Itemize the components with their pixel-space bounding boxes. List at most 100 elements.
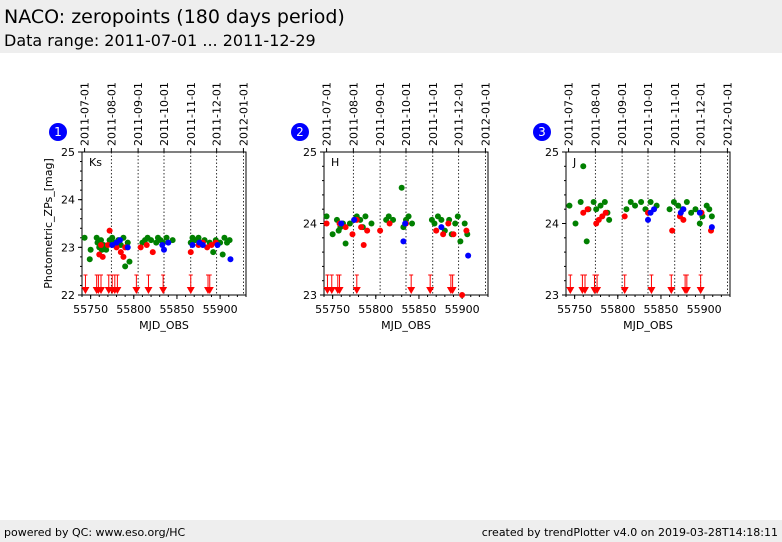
data-point-green: [385, 213, 392, 220]
data-point-green: [362, 213, 369, 220]
date-tick-label: 2011-09-01: [616, 82, 629, 146]
panel-number-badge: [291, 123, 309, 141]
x-axis-label: MJD_OBS: [139, 319, 189, 332]
data-point-green: [461, 220, 468, 227]
data-point-green: [398, 184, 405, 191]
limit-arrow-head: [335, 287, 344, 294]
data-point-blue: [159, 241, 166, 248]
y-tick-label: 22: [61, 289, 75, 302]
data-point-red: [386, 220, 393, 227]
limit-arrow-head: [448, 287, 457, 294]
data-point-green: [103, 246, 110, 253]
data-point-blue: [116, 237, 123, 244]
date-tick-label: 2011-09-01: [132, 82, 145, 146]
data-point-green: [675, 202, 682, 209]
limit-arrow-head: [144, 287, 153, 294]
limit-arrow-head: [407, 287, 416, 294]
limit-arrow-head: [682, 287, 691, 294]
y-tick-label: 25: [545, 146, 559, 159]
data-point-red: [149, 249, 156, 256]
data-point-red: [445, 220, 452, 227]
limit-arrow-head: [426, 287, 435, 294]
y-axis-label: Photometric_ZPs_[mag]: [42, 158, 55, 289]
limit-arrow-head: [81, 287, 90, 294]
data-point-green: [452, 220, 459, 227]
data-point-green: [692, 206, 699, 213]
panel-number-badge: [533, 123, 551, 141]
limit-arrow-head: [186, 287, 195, 294]
date-tick-label: 2012-01-01: [237, 82, 250, 146]
data-point-green: [708, 213, 715, 220]
data-point-green: [431, 220, 438, 227]
data-point-green: [706, 206, 713, 213]
data-point-red: [106, 227, 113, 234]
data-point-blue: [227, 256, 234, 263]
data-point-blue: [651, 206, 658, 213]
data-point-red: [377, 227, 384, 234]
data-point-green: [696, 220, 703, 227]
date-tick-label: 2012-01-01: [479, 82, 492, 146]
data-point-green: [210, 249, 217, 256]
x-tick-label: 55900: [687, 303, 722, 316]
limit-arrow-head: [696, 287, 705, 294]
x-tick-label: 55750: [315, 303, 350, 316]
y-tick-label: 23: [61, 241, 75, 254]
data-point-green: [195, 234, 202, 241]
data-point-red: [680, 216, 687, 223]
data-point-red: [433, 227, 440, 234]
data-point-blue: [165, 239, 172, 246]
limit-arrow-head: [667, 287, 676, 294]
data-point-green: [590, 199, 597, 206]
data-point-green: [221, 234, 228, 241]
data-point-red: [187, 249, 194, 256]
data-point-green: [329, 231, 336, 238]
date-tick-label: 2011-11-01: [185, 82, 198, 146]
data-point-green: [638, 199, 645, 206]
data-point-green: [148, 237, 155, 244]
limit-arrow-head: [159, 287, 168, 294]
data-point-red: [364, 227, 371, 234]
chart-panel-1: 22 23 24 25 55750 55800 55850 55900 2011-07-01 20…: [42, 82, 250, 332]
date-tick-label: 2011-08-01: [589, 82, 602, 146]
data-point-red: [323, 220, 330, 227]
data-point-blue: [680, 206, 687, 213]
data-point-green: [572, 220, 579, 227]
date-tick-label: 2011-07-01: [563, 82, 576, 146]
data-point-green: [124, 239, 131, 246]
data-point-green: [109, 234, 116, 241]
y-tick-label: 23: [303, 289, 317, 302]
data-point-red: [143, 241, 150, 248]
data-point-red: [349, 231, 356, 238]
x-tick-label: 55850: [159, 303, 194, 316]
data-point-red: [358, 224, 365, 231]
data-point-green: [86, 256, 93, 263]
data-range: Data range: 2011-07-01 ... 2011-12-29: [4, 31, 316, 50]
limit-arrow-head: [647, 287, 656, 294]
date-tick-label: 2011-07-01: [79, 82, 92, 146]
data-point-blue: [438, 224, 445, 231]
x-tick-label: 55800: [600, 303, 635, 316]
data-point-green: [454, 213, 461, 220]
data-point-blue: [351, 216, 358, 223]
data-point-green: [226, 237, 233, 244]
data-point-blue: [189, 241, 196, 248]
date-tick-label: 2011-12-01: [695, 82, 708, 146]
x-axis-label: MJD_OBS: [623, 319, 673, 332]
chart-panel-3: 23 24 25 55750 55800 55850 55900 2011-07-01 2011…: [533, 82, 734, 332]
data-point-green: [323, 213, 330, 220]
x-tick-label: 55800: [358, 303, 393, 316]
data-point-green: [81, 234, 88, 241]
limit-arrow-head: [566, 287, 575, 294]
data-point-red: [580, 209, 587, 216]
data-point-red: [621, 213, 628, 220]
data-point-green: [87, 246, 94, 253]
data-point-red: [584, 206, 591, 213]
data-point-red: [117, 249, 124, 256]
data-point-blue: [199, 241, 206, 248]
date-tick-label: 2011-10-01: [158, 82, 171, 146]
data-point-green: [97, 237, 104, 244]
data-point-red: [459, 292, 466, 298]
data-point-green: [580, 163, 587, 170]
date-tick-label: 2011-11-01: [669, 82, 682, 146]
data-point-red: [97, 241, 104, 248]
